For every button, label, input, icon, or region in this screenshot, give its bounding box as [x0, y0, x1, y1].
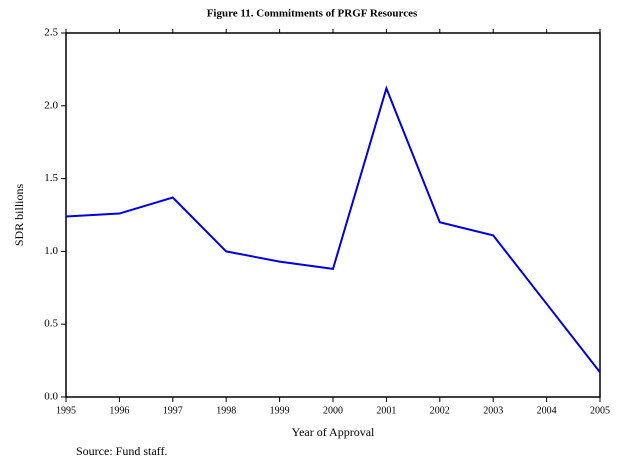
x-tick-label: 2002: [430, 405, 450, 416]
x-tick-label: 2004: [537, 405, 557, 416]
x-tick-label: 1995: [56, 405, 76, 416]
x-tick-label: 2001: [376, 405, 396, 416]
y-tick-label: 1.5: [44, 172, 58, 184]
y-tick-label: 2.5: [44, 27, 58, 39]
x-tick-label: 2003: [483, 405, 503, 416]
source-note: Source: Fund staff.: [76, 444, 167, 458]
y-axis-label: SDR billions: [12, 184, 26, 247]
x-tick-label: 1998: [216, 405, 236, 416]
y-tick-label: 0.0: [44, 391, 58, 403]
y-tick-label: 2.0: [44, 99, 58, 111]
x-tick-label: 2005: [590, 405, 610, 416]
plot-frame: [65, 32, 601, 398]
x-tick-label: 1997: [163, 405, 183, 416]
x-tick-label: 1996: [109, 405, 129, 416]
chart-title: Figure 11. Commitments of PRGF Resources: [207, 8, 418, 20]
x-axis-label: Year of Approval: [292, 425, 375, 439]
x-tick-label: 1999: [270, 405, 290, 416]
data-line: [65, 85, 601, 373]
y-tick-label: 1.0: [44, 245, 58, 257]
x-tick-label: 2000: [323, 405, 343, 416]
y-tick-label: 0.5: [44, 318, 58, 330]
